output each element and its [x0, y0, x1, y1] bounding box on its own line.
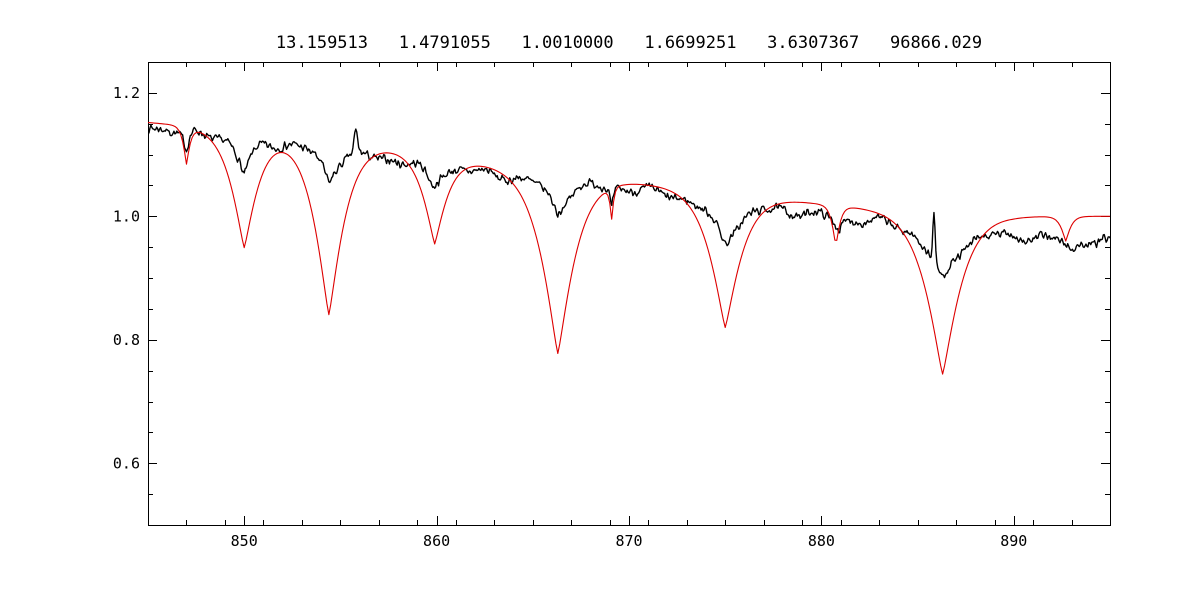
x-axis-tick-label: 880	[808, 532, 835, 550]
plot-series-area	[148, 122, 1110, 375]
axis-ticks	[148, 62, 1110, 525]
x-axis-tick-label: 860	[423, 532, 450, 550]
x-axis-tick-label: 850	[231, 532, 258, 550]
y-axis-tick-label: 1.0	[113, 207, 140, 225]
y-axis-tick-label: 0.6	[113, 454, 140, 472]
model-spectrum-line	[148, 122, 1110, 375]
plot-title: 13.159513 1.4791055 1.0010000 1.6699251 …	[275, 33, 983, 53]
observed-spectrum-line	[148, 124, 1110, 279]
plot-frame	[148, 62, 1111, 526]
x-axis-tick-label: 890	[1000, 532, 1027, 550]
y-axis-tick-label: 1.2	[113, 84, 140, 102]
y-axis-tick-label: 0.8	[113, 331, 140, 349]
x-axis-tick-label: 870	[615, 532, 642, 550]
